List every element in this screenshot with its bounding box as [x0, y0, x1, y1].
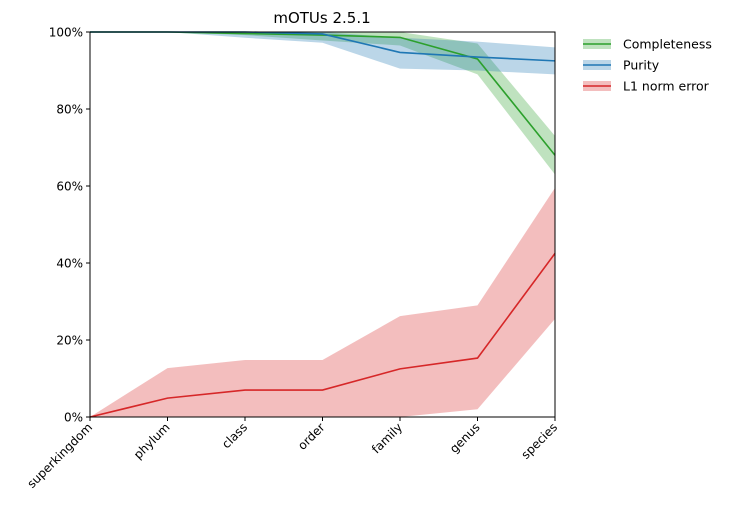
- l1-norm-error-line: [89, 252, 556, 418]
- chart-title: mOTUs 2.5.1: [273, 9, 370, 27]
- legend-item-purity: Purity: [583, 58, 660, 73]
- purity-band: [90, 32, 555, 75]
- l1-norm-error-band: [90, 187, 555, 417]
- confidence-bands: [90, 32, 555, 417]
- x-tick-label: genus: [447, 420, 483, 456]
- x-tick-label: phylum: [131, 420, 173, 462]
- y-tick-label: 100%: [49, 26, 83, 40]
- legend-label: Completeness: [623, 37, 712, 52]
- legend: Completeness Purity L1 norm error: [583, 37, 712, 94]
- x-tick-label: class: [219, 420, 250, 451]
- x-tick-label: order: [295, 420, 328, 453]
- x-tick-label: species: [519, 420, 561, 462]
- x-tick-label: family: [369, 420, 405, 456]
- y-axis: 0% 20% 40% 60% 80% 100%: [49, 26, 90, 425]
- y-tick-label: 80%: [56, 103, 83, 117]
- y-tick-label: 0%: [64, 411, 83, 425]
- x-tick-label: superkingdom: [24, 420, 95, 491]
- legend-item-completeness: Completeness: [583, 37, 712, 52]
- y-tick-label: 20%: [56, 334, 83, 348]
- y-tick-label: 40%: [56, 257, 83, 271]
- y-tick-label: 60%: [56, 180, 83, 194]
- x-axis: superkingdom phylum class order family genus s…: [24, 417, 560, 491]
- legend-label: Purity: [623, 58, 660, 73]
- legend-label: L1 norm error: [623, 79, 710, 94]
- legend-item-l1-norm-error: L1 norm error: [583, 79, 710, 94]
